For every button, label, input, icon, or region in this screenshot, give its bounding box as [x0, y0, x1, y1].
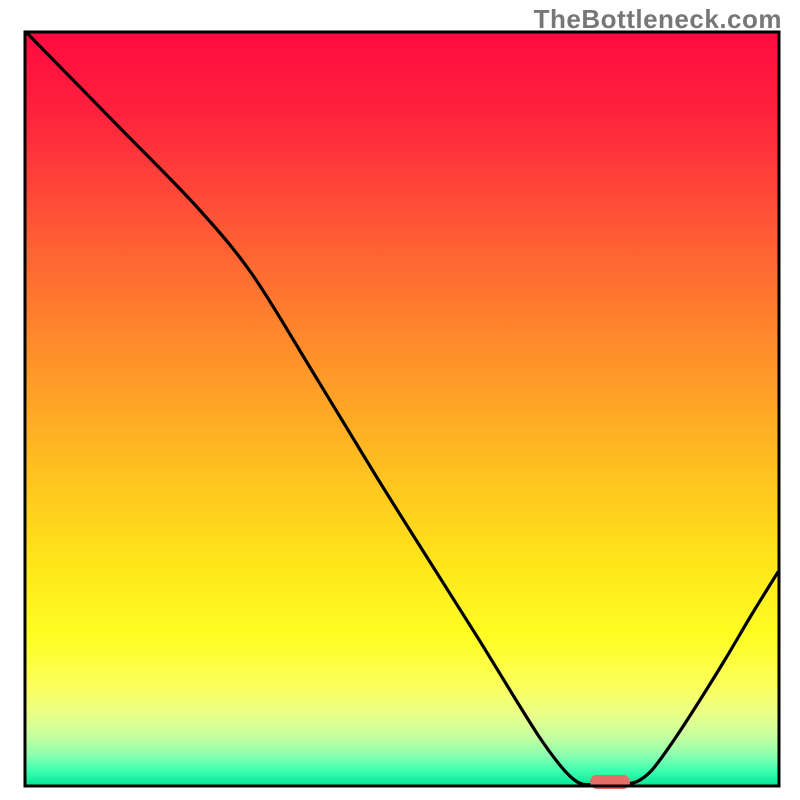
- bottleneck-chart: [0, 0, 800, 800]
- watermark-text: TheBottleneck.com: [534, 4, 782, 35]
